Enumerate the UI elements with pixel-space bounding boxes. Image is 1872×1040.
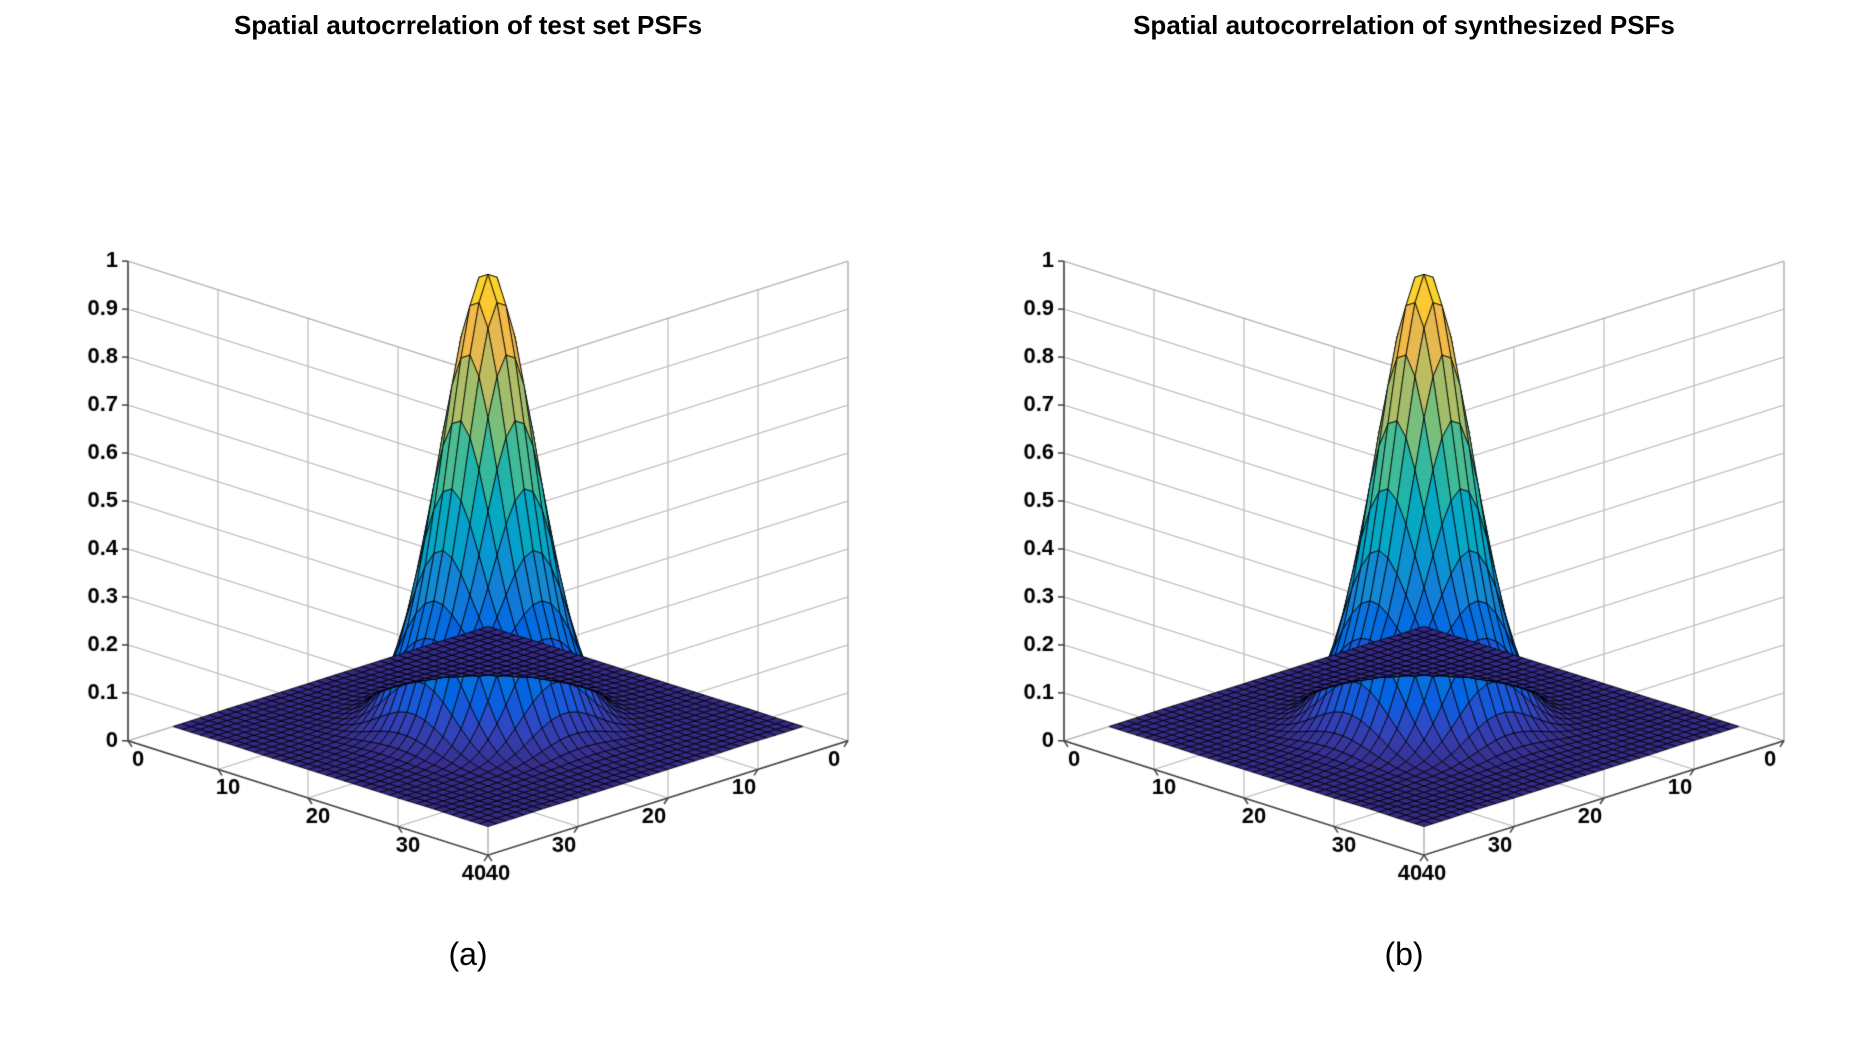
subplot-a: Spatial autocrrelation of test set PSFs … — [0, 0, 936, 1040]
subplot-a-canvas-wrap — [18, 46, 918, 946]
subplot-b-title: Spatial autocorrelation of synthesized P… — [1133, 10, 1675, 41]
subplot-a-canvas — [18, 46, 918, 946]
figure-container: Spatial autocrrelation of test set PSFs … — [0, 0, 1872, 1040]
subplot-a-title: Spatial autocrrelation of test set PSFs — [234, 10, 702, 41]
subplot-b-canvas-wrap — [954, 46, 1854, 946]
subplot-b: Spatial autocorrelation of synthesized P… — [936, 0, 1872, 1040]
subplot-b-canvas — [954, 46, 1854, 946]
